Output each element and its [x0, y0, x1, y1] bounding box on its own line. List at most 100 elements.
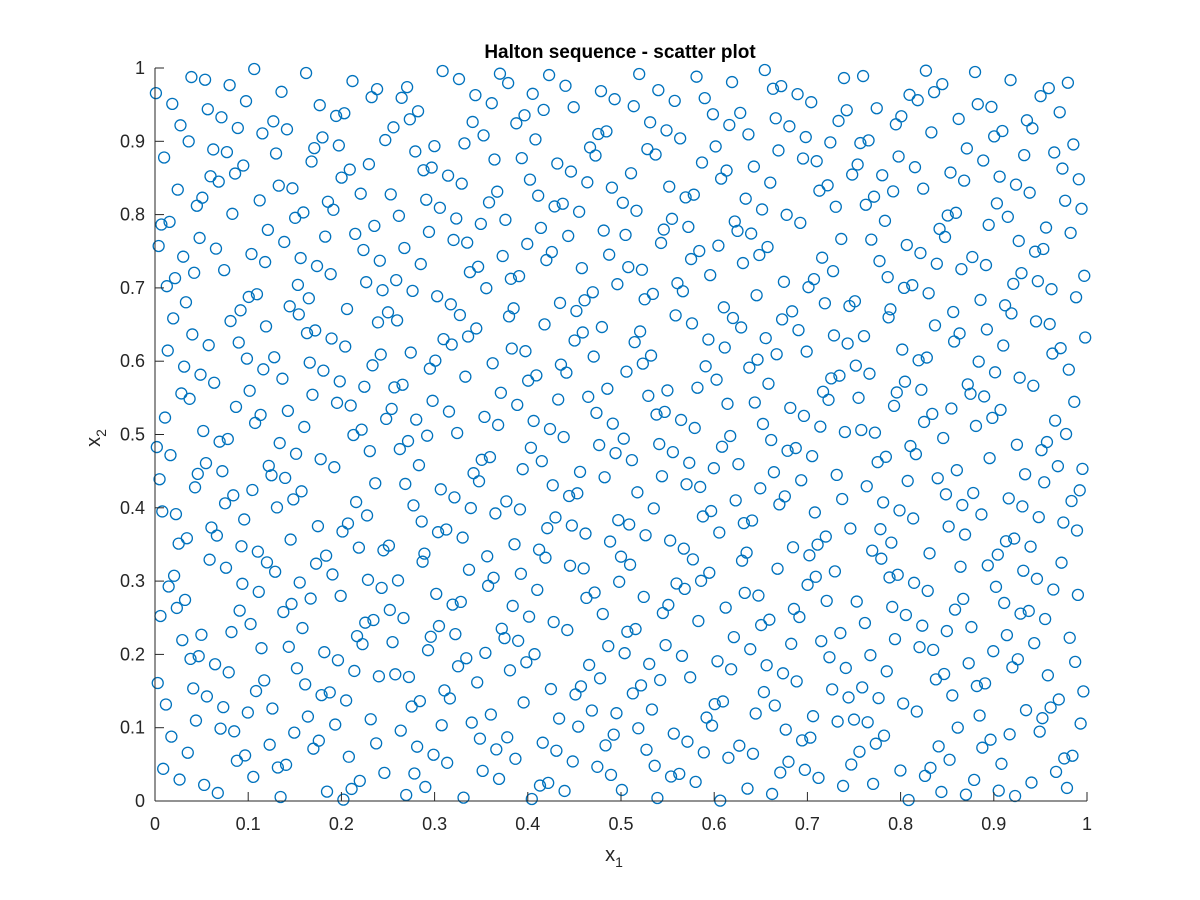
- data-point: [967, 773, 981, 787]
- data-point: [1066, 749, 1079, 762]
- data-point: [233, 604, 246, 617]
- data-point: [386, 635, 399, 649]
- data-point: [719, 601, 732, 614]
- data-point: [671, 277, 684, 290]
- data-point: [670, 577, 683, 590]
- data-point: [736, 256, 750, 270]
- data-point: [380, 412, 393, 426]
- data-point: [798, 763, 811, 776]
- data-point: [241, 706, 254, 719]
- data-point: [861, 716, 874, 729]
- data-point: [613, 575, 626, 588]
- data-point: [1001, 210, 1014, 223]
- data-point: [560, 366, 573, 379]
- data-point: [734, 106, 747, 120]
- data-point: [945, 402, 958, 415]
- data-point: [330, 396, 344, 409]
- data-point: [254, 408, 267, 422]
- data-point: [614, 550, 628, 563]
- data-point: [485, 97, 498, 110]
- data-point: [851, 158, 864, 171]
- data-point: [268, 565, 282, 578]
- data-point: [966, 250, 979, 264]
- data-point: [157, 762, 170, 775]
- data-point: [472, 475, 486, 488]
- data-point: [712, 239, 725, 252]
- data-point: [329, 109, 343, 123]
- data-point: [1070, 524, 1084, 537]
- data-point: [1076, 462, 1089, 476]
- data-point: [321, 195, 335, 208]
- x-tick-label: 0.2: [329, 814, 354, 834]
- data-point: [490, 743, 503, 756]
- data-point: [446, 598, 459, 611]
- data-point: [367, 613, 380, 627]
- data-point: [220, 145, 234, 159]
- data-point: [421, 644, 435, 657]
- data-point: [654, 236, 668, 250]
- data-point: [417, 164, 430, 177]
- data-point: [1071, 588, 1085, 602]
- data-point: [449, 627, 462, 641]
- data-point: [812, 771, 825, 785]
- data-point: [718, 341, 731, 354]
- data-point: [729, 494, 742, 507]
- data-point: [404, 346, 417, 359]
- data-point: [696, 510, 710, 523]
- data-point: [365, 91, 378, 104]
- data-point: [1044, 701, 1057, 714]
- data-point: [1010, 438, 1024, 451]
- data-point: [366, 359, 379, 372]
- data-point: [620, 365, 633, 378]
- data-point: [691, 381, 704, 394]
- data-point: [586, 286, 599, 299]
- data-point: [599, 739, 612, 752]
- data-point: [411, 105, 425, 118]
- data-point: [778, 490, 791, 503]
- data-point: [845, 758, 858, 771]
- data-point: [307, 742, 320, 755]
- data-point: [303, 356, 316, 369]
- data-point: [213, 435, 226, 448]
- data-point: [465, 716, 478, 729]
- data-point: [929, 673, 943, 686]
- data-point: [255, 642, 268, 655]
- data-point: [856, 681, 869, 694]
- data-point: [870, 102, 883, 115]
- data-point: [797, 409, 811, 423]
- data-point: [937, 667, 951, 681]
- data-point: [884, 303, 897, 316]
- data-point: [770, 348, 783, 361]
- data-point: [790, 675, 803, 688]
- data-point: [1060, 781, 1074, 795]
- data-point: [204, 170, 217, 183]
- data-point: [396, 378, 409, 391]
- data-point: [914, 246, 927, 260]
- data-point: [1077, 685, 1090, 698]
- data-point: [481, 550, 494, 563]
- data-point: [510, 117, 523, 130]
- data-point: [250, 288, 264, 301]
- data-point: [432, 619, 446, 633]
- data-point: [200, 690, 214, 703]
- data-point: [183, 392, 196, 405]
- data-point: [917, 182, 930, 195]
- data-point: [441, 756, 454, 769]
- data-point: [667, 727, 680, 740]
- data-point: [786, 541, 800, 554]
- data-point: [450, 212, 463, 225]
- data-point: [947, 305, 960, 319]
- data-point: [669, 309, 682, 322]
- data-point: [464, 501, 477, 515]
- data-point: [149, 86, 163, 100]
- data-point: [281, 404, 295, 418]
- data-point: [1017, 564, 1030, 577]
- data-point: [944, 166, 957, 179]
- data-point: [268, 351, 281, 364]
- data-point: [230, 754, 244, 767]
- data-point: [415, 515, 428, 528]
- y-axis-label-main: x: [83, 437, 105, 447]
- data-point: [187, 682, 200, 695]
- data-point: [240, 352, 254, 365]
- data-point: [897, 281, 911, 295]
